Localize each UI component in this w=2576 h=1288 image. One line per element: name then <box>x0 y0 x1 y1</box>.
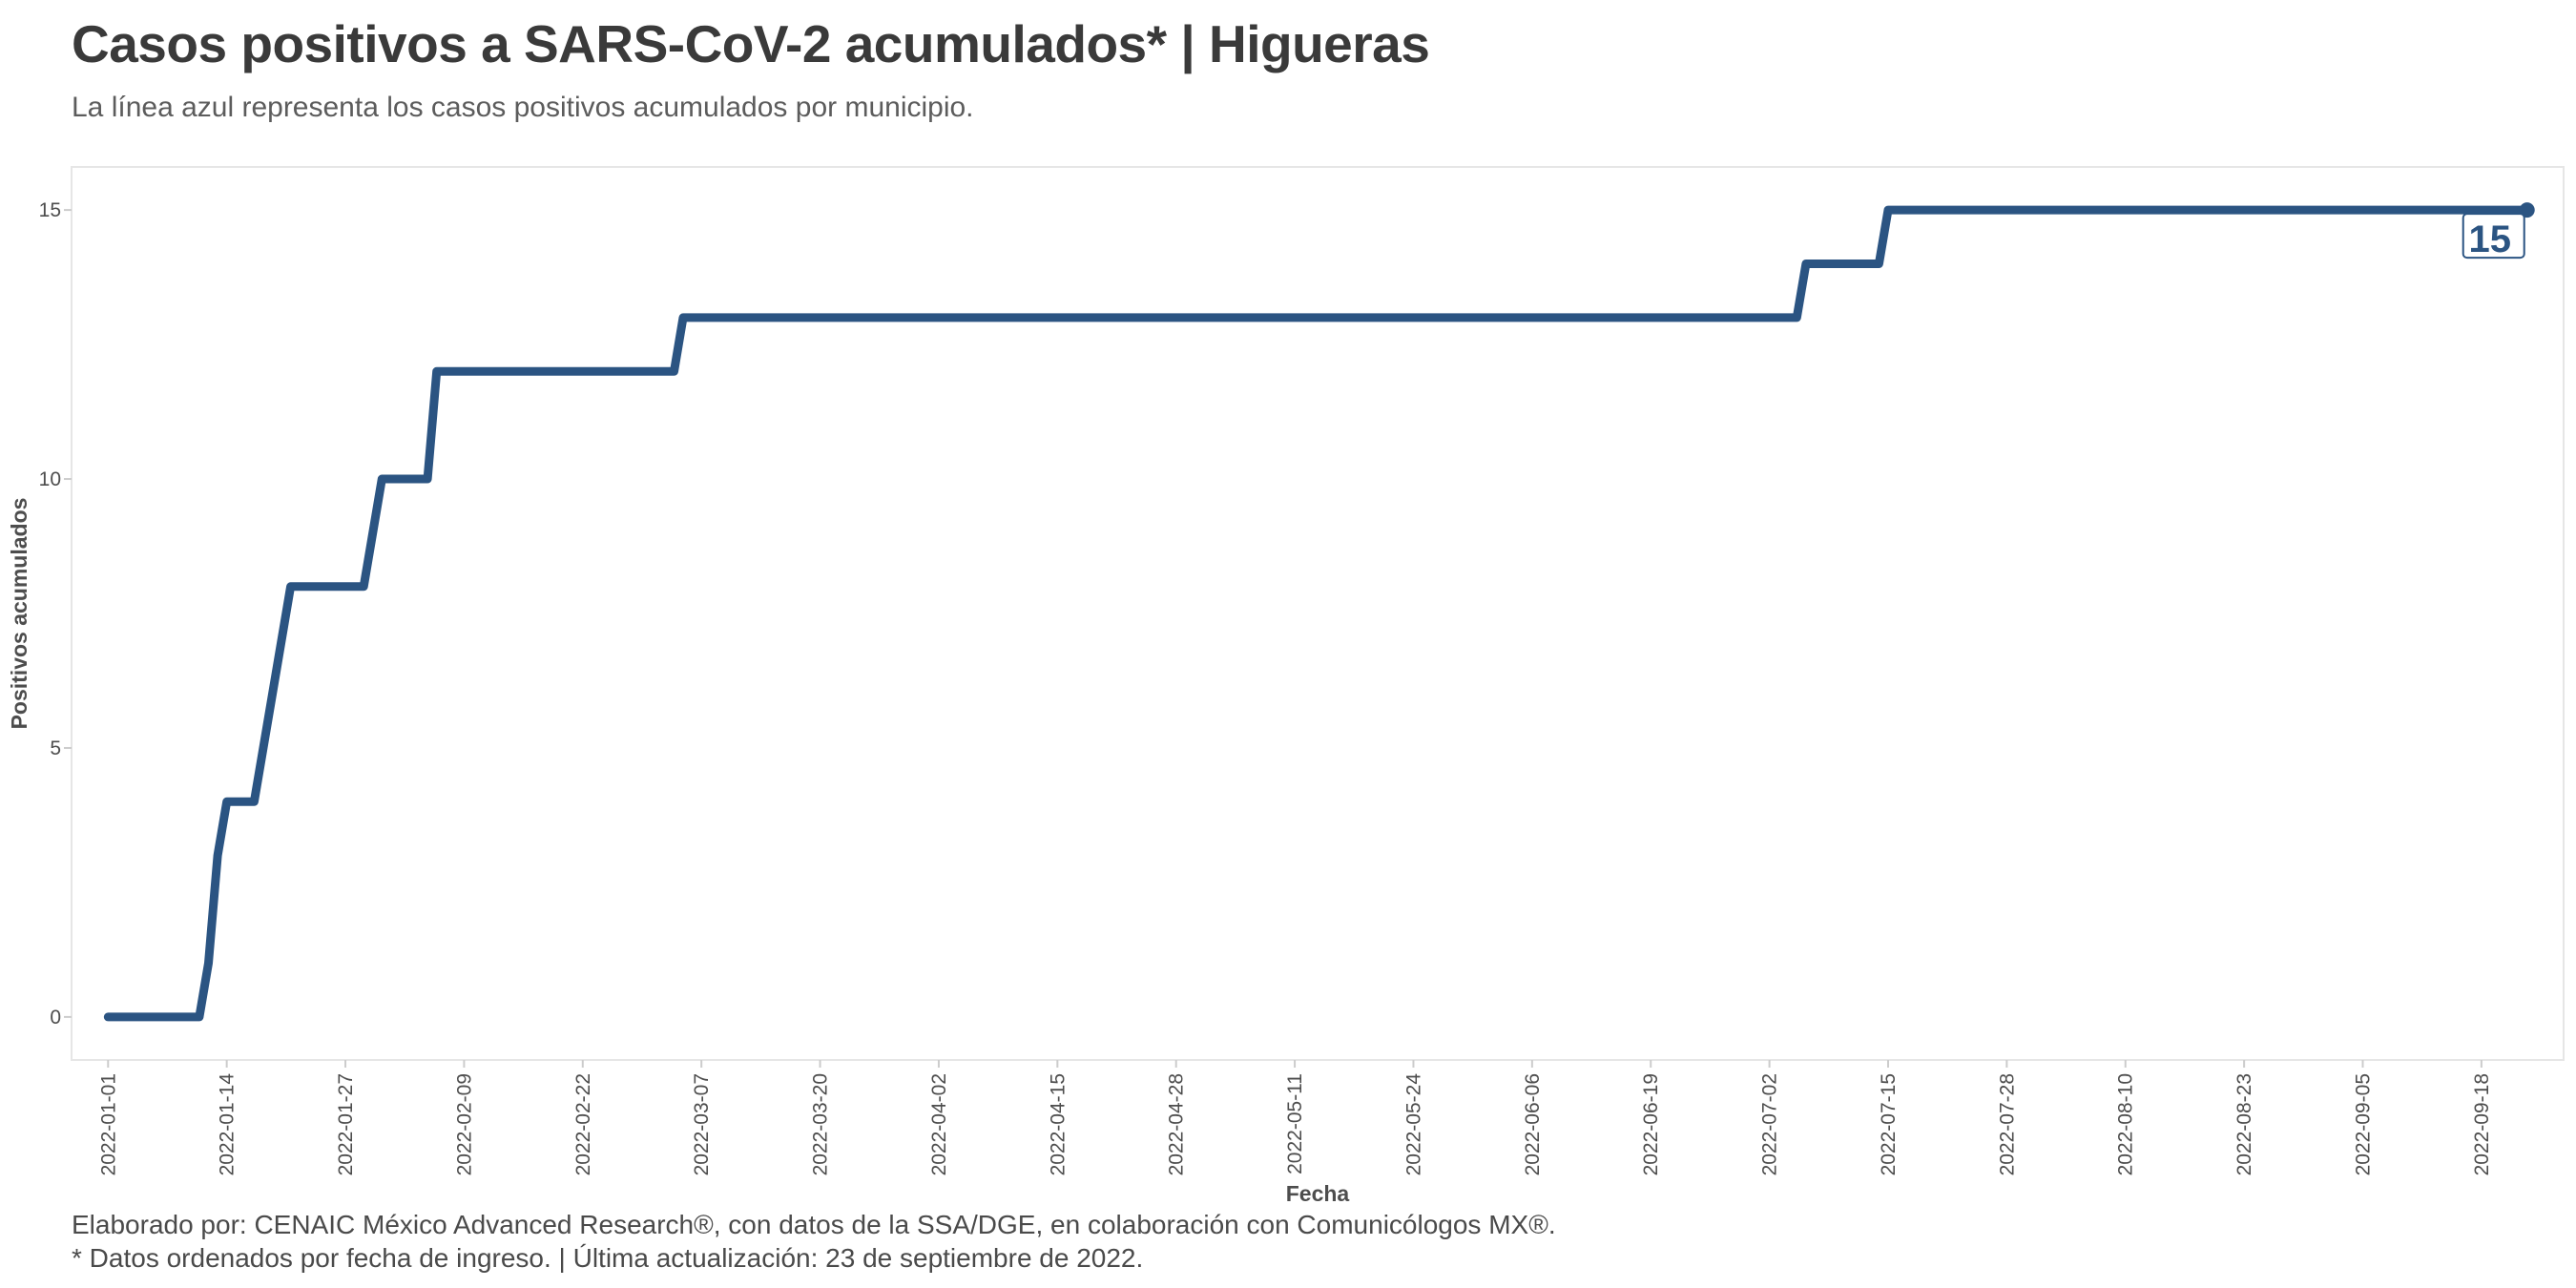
y-tick-label: 0 <box>50 1007 61 1028</box>
y-axis-title: Positivos acumulados <box>7 498 31 730</box>
x-tick-label: 2022-05-24 <box>1402 1073 1424 1176</box>
x-tick-label: 2022-04-28 <box>1166 1073 1188 1175</box>
x-tick-label: 2022-01-01 <box>97 1073 119 1175</box>
chart-title: Casos positivos a SARS-CoV-2 acumulados*… <box>72 14 1430 73</box>
x-tick-label: 2022-08-10 <box>2115 1073 2137 1175</box>
y-tick-label: 15 <box>39 199 61 221</box>
x-tick-label: 2022-07-28 <box>1996 1073 2018 1175</box>
x-axis-title: Fecha <box>1286 1181 1350 1206</box>
x-axis: 2022-01-01 2022-01-14 2022-01-27 2022-02-09… <box>97 1060 2493 1175</box>
caption-note: * Datos ordenados por fecha de ingreso. … <box>72 1243 1144 1273</box>
y-axis: 0 5 10 15 <box>39 199 72 1028</box>
x-tick-label: 2022-03-20 <box>810 1073 832 1175</box>
x-tick-label: 2022-05-11 <box>1284 1073 1306 1174</box>
x-tick-label: 2022-07-15 <box>1878 1073 1900 1175</box>
x-tick-label: 2022-04-15 <box>1047 1073 1069 1175</box>
x-tick-label: 2022-07-02 <box>1759 1073 1781 1175</box>
series-line <box>103 205 2532 1022</box>
x-tick-label: 2022-01-14 <box>217 1073 239 1176</box>
plot-panel <box>71 166 2565 1061</box>
x-tick-label: 2022-09-05 <box>2353 1073 2375 1175</box>
x-tick-label: 2022-02-22 <box>572 1073 594 1175</box>
x-tick-label: 2022-06-19 <box>1640 1073 1662 1175</box>
y-tick-label: 5 <box>50 737 61 759</box>
end-label-box <box>2462 213 2525 260</box>
x-tick-label: 2022-01-27 <box>335 1073 357 1175</box>
x-tick-label: 2022-04-02 <box>928 1073 950 1175</box>
x-tick-label: 2022-03-07 <box>691 1073 713 1175</box>
caption-source: Elaborado por: CENAIC México Advanced Re… <box>72 1210 1556 1239</box>
x-tick-label: 2022-02-09 <box>453 1073 475 1175</box>
y-tick-label: 10 <box>39 468 61 490</box>
end-value-label: 15 <box>2468 218 2511 260</box>
x-tick-label: 2022-08-23 <box>2233 1073 2255 1175</box>
x-tick-label: 2022-09-18 <box>2471 1073 2493 1175</box>
chart-subtitle: La línea azul representa los casos posit… <box>72 92 974 123</box>
x-tick-label: 2022-06-06 <box>1522 1073 1544 1175</box>
series-layer: 15 <box>103 202 2535 1022</box>
